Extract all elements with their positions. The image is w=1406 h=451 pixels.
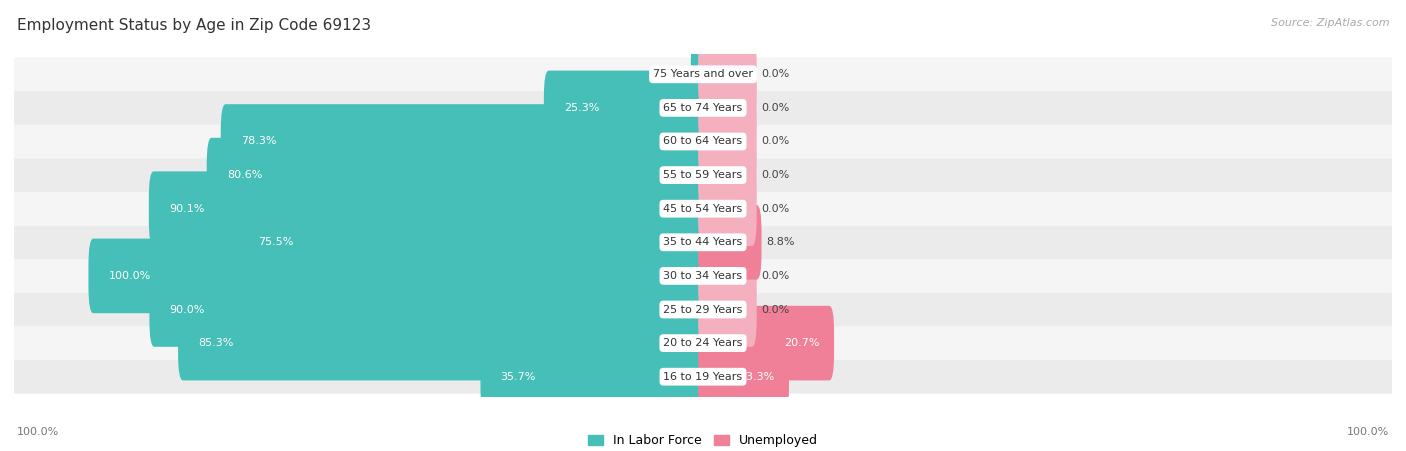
Text: 0.0%: 0.0% — [761, 204, 789, 214]
Text: 100.0%: 100.0% — [17, 428, 59, 437]
Text: 0.0%: 0.0% — [761, 137, 789, 147]
Text: 85.3%: 85.3% — [198, 338, 233, 348]
FancyBboxPatch shape — [699, 37, 756, 111]
FancyBboxPatch shape — [690, 37, 707, 111]
Text: 30 to 34 Years: 30 to 34 Years — [664, 271, 742, 281]
FancyBboxPatch shape — [14, 91, 1392, 124]
FancyBboxPatch shape — [699, 171, 756, 246]
Text: Source: ZipAtlas.com: Source: ZipAtlas.com — [1271, 18, 1389, 28]
Text: 13.3%: 13.3% — [740, 372, 775, 382]
FancyBboxPatch shape — [699, 340, 789, 414]
FancyBboxPatch shape — [14, 360, 1392, 394]
Text: 90.0%: 90.0% — [170, 304, 205, 314]
FancyBboxPatch shape — [14, 124, 1392, 158]
FancyBboxPatch shape — [699, 138, 756, 212]
Text: 35.7%: 35.7% — [501, 372, 536, 382]
FancyBboxPatch shape — [14, 192, 1392, 226]
Text: 60 to 64 Years: 60 to 64 Years — [664, 137, 742, 147]
Text: 0.0%: 0.0% — [761, 103, 789, 113]
FancyBboxPatch shape — [14, 327, 1392, 360]
FancyBboxPatch shape — [699, 272, 756, 347]
FancyBboxPatch shape — [699, 205, 762, 280]
Text: 1.2%: 1.2% — [658, 69, 686, 79]
Text: 0.0%: 0.0% — [761, 170, 789, 180]
FancyBboxPatch shape — [14, 57, 1392, 91]
FancyBboxPatch shape — [179, 306, 707, 380]
Text: 20 to 24 Years: 20 to 24 Years — [664, 338, 742, 348]
Text: 75 Years and over: 75 Years and over — [652, 69, 754, 79]
Text: 80.6%: 80.6% — [226, 170, 262, 180]
FancyBboxPatch shape — [89, 239, 707, 313]
FancyBboxPatch shape — [207, 138, 707, 212]
FancyBboxPatch shape — [14, 293, 1392, 327]
Text: 0.0%: 0.0% — [761, 69, 789, 79]
FancyBboxPatch shape — [149, 171, 707, 246]
FancyBboxPatch shape — [699, 104, 756, 179]
Text: Employment Status by Age in Zip Code 69123: Employment Status by Age in Zip Code 691… — [17, 18, 371, 33]
FancyBboxPatch shape — [14, 226, 1392, 259]
Text: 55 to 59 Years: 55 to 59 Years — [664, 170, 742, 180]
Text: 35 to 44 Years: 35 to 44 Years — [664, 237, 742, 247]
FancyBboxPatch shape — [14, 158, 1392, 192]
FancyBboxPatch shape — [14, 259, 1392, 293]
FancyBboxPatch shape — [221, 104, 707, 179]
Text: 25.3%: 25.3% — [564, 103, 599, 113]
Text: 75.5%: 75.5% — [257, 237, 294, 247]
Text: 90.1%: 90.1% — [169, 204, 204, 214]
Text: 0.0%: 0.0% — [761, 271, 789, 281]
Text: 16 to 19 Years: 16 to 19 Years — [664, 372, 742, 382]
FancyBboxPatch shape — [699, 71, 756, 145]
FancyBboxPatch shape — [699, 306, 834, 380]
FancyBboxPatch shape — [481, 340, 707, 414]
Text: 25 to 29 Years: 25 to 29 Years — [664, 304, 742, 314]
FancyBboxPatch shape — [149, 272, 707, 347]
Text: 20.7%: 20.7% — [785, 338, 820, 348]
Text: 45 to 54 Years: 45 to 54 Years — [664, 204, 742, 214]
Text: 65 to 74 Years: 65 to 74 Years — [664, 103, 742, 113]
Text: 0.0%: 0.0% — [761, 304, 789, 314]
FancyBboxPatch shape — [238, 205, 707, 280]
FancyBboxPatch shape — [544, 71, 707, 145]
Legend: In Labor Force, Unemployed: In Labor Force, Unemployed — [583, 429, 823, 451]
FancyBboxPatch shape — [699, 239, 756, 313]
Text: 100.0%: 100.0% — [108, 271, 150, 281]
Text: 100.0%: 100.0% — [1347, 428, 1389, 437]
Text: 78.3%: 78.3% — [240, 137, 277, 147]
Text: 8.8%: 8.8% — [766, 237, 794, 247]
